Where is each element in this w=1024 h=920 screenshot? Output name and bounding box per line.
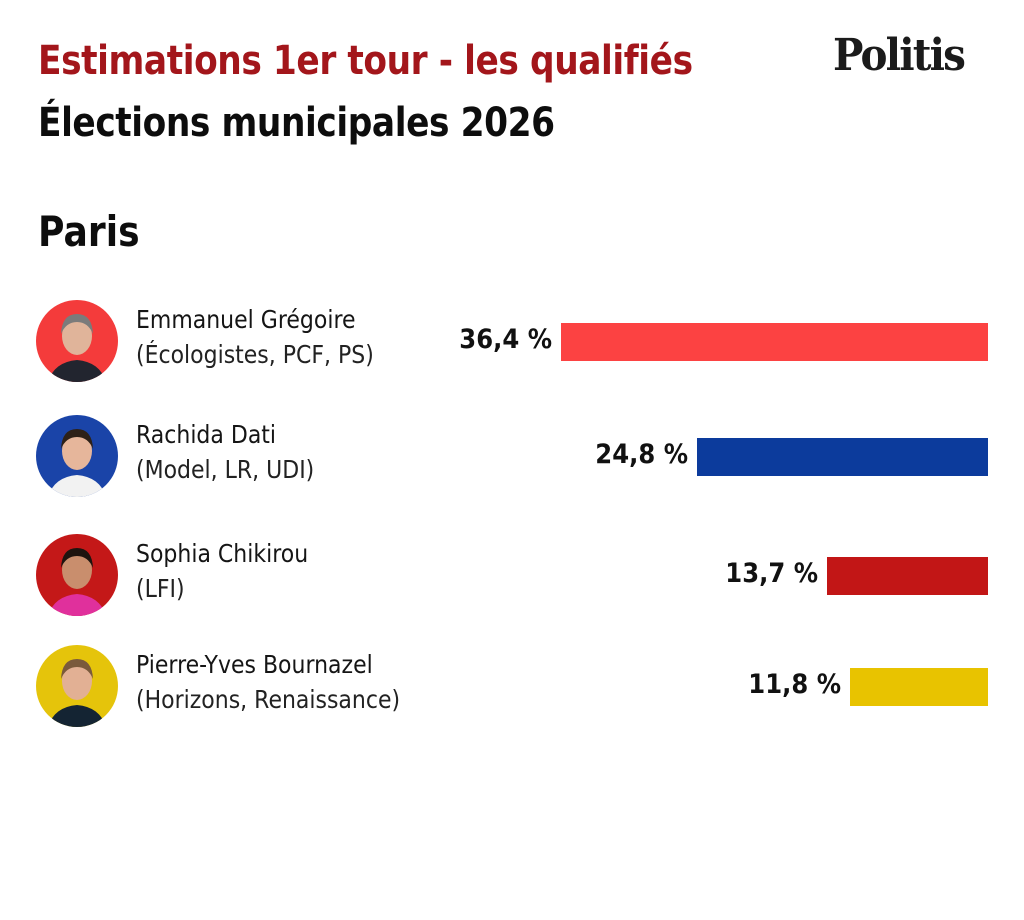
bar-rachida-dati <box>697 438 988 476</box>
value-label: 24,8 % <box>595 439 689 470</box>
candidate-name: Rachida Dati <box>136 420 277 449</box>
chart-title: Estimations 1er tour - les qualifiés <box>38 38 693 84</box>
chart-subtitle: Élections municipales 2026 <box>38 100 555 146</box>
candidate-name: Pierre-Yves Bournazel <box>136 650 373 679</box>
candidate-photo <box>36 300 118 382</box>
candidate-avatar <box>36 415 118 497</box>
candidate-photo <box>36 415 118 497</box>
candidate-photo <box>36 534 118 616</box>
candidate-name: Sophia Chikirou <box>136 539 309 568</box>
candidate-photo <box>36 645 118 727</box>
value-label: 11,8 % <box>747 669 841 700</box>
candidate-avatar <box>36 645 118 727</box>
bar-emmanuel-gr-goire <box>561 323 988 361</box>
candidate-party: (Horizons, Renaissance) <box>136 685 401 714</box>
candidate-avatar <box>36 534 118 616</box>
candidate-party: (Écologistes, PCF, PS) <box>136 340 374 369</box>
candidate-name: Emmanuel Grégoire <box>136 305 356 334</box>
candidate-party: (LFI) <box>136 574 185 603</box>
bar-pierre-yves-bournazel <box>849 668 988 706</box>
city-heading: Paris <box>38 207 140 256</box>
candidate-party: (Model, LR, UDI) <box>136 455 315 484</box>
bar-sophia-chikirou <box>827 557 988 595</box>
value-label: 13,7 % <box>725 558 819 589</box>
value-label: 36,4 % <box>459 324 553 355</box>
politis-logo: Politis <box>833 30 966 81</box>
candidate-avatar <box>36 300 118 382</box>
